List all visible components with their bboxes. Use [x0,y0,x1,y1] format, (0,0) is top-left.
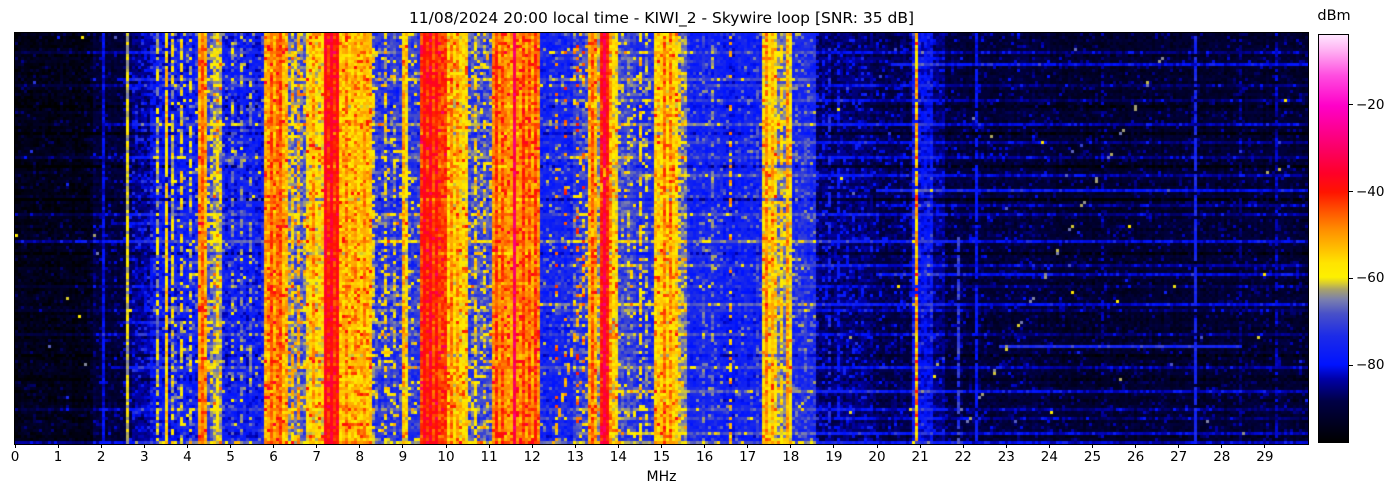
x-tick-label: 26 [1127,449,1145,465]
x-axis: 0 1 2 3 4 5 6 7 8 9 10 11 12 13 14 15 16 17 18 19 20 21 22 23 24… [11,444,1308,484]
x-tick [531,444,533,448]
x-tick-label: 7 [312,449,321,465]
x-tick [488,444,490,448]
x-tick [790,444,792,448]
colorbar-gradient [1319,35,1348,442]
x-tick-label: 17 [739,449,757,465]
colorbar-tick-label: −60 [1356,270,1385,287]
x-tick-label: 12 [523,449,541,465]
x-tick [704,444,706,448]
colorbar-tick [1349,104,1353,106]
x-tick-label: 28 [1213,449,1231,465]
x-tick-label: 0 [10,449,20,465]
x-axis-label: MHz [646,469,677,485]
x-tick [661,444,662,448]
waterfall-plot [14,32,1309,445]
colorbar-ticks: −20 −40 −60 −80 [1349,35,1399,442]
x-tick [316,444,318,448]
x-tick-label: 15 [652,449,671,465]
colorbar-tick [1349,364,1353,366]
x-tick-label: 6 [269,449,278,465]
x-tick [273,444,275,448]
x-tick [962,444,964,448]
x-tick-label: 10 [437,449,455,465]
x-tick [876,444,878,448]
colorbar-tick-label: −20 [1356,96,1385,113]
x-tick-label: 1 [53,449,63,465]
x-tick-label: 24 [1040,449,1058,465]
colorbar-tick-label: −80 [1356,357,1385,374]
x-tick [1135,444,1137,448]
x-tick-label: 9 [398,449,408,465]
x-tick-label: 11 [480,449,498,465]
x-tick-label: 25 [1083,449,1102,465]
colorbar-tick [1349,191,1353,193]
x-tick [1048,444,1050,448]
x-tick-label: 16 [696,449,714,465]
x-tick-label: 13 [566,449,584,465]
x-tick-label: 18 [782,449,800,465]
x-tick-label: 19 [825,449,843,465]
x-tick [186,444,188,448]
x-tick-label: 29 [1256,449,1274,465]
x-tick-label: 4 [183,449,192,465]
colorbar [1318,34,1349,443]
x-tick [1178,444,1180,448]
x-tick [833,444,835,448]
x-tick-label: 2 [96,449,106,465]
x-tick [574,444,576,448]
x-tick [919,444,921,448]
x-tick-label: 5 [226,449,235,465]
x-tick [1092,444,1093,448]
x-tick-label: 3 [140,449,149,465]
x-tick-label: 23 [997,449,1015,465]
x-tick [100,444,102,448]
x-tick-label: 27 [1170,449,1188,465]
x-tick [1005,444,1007,448]
x-tick [230,444,231,448]
x-tick [14,444,16,448]
x-tick-label: 22 [954,449,972,465]
x-tick [617,444,619,448]
x-tick-label: 14 [609,449,627,465]
figure-title: 11/08/2024 20:00 local time - KIWI_2 - S… [408,9,915,27]
x-tick [143,444,145,448]
colorbar-tick [1349,277,1353,279]
x-tick [57,444,59,448]
colorbar-label: dBm [1317,8,1351,24]
x-tick [1221,444,1223,448]
x-tick [359,444,361,448]
x-tick-label: 20 [868,449,886,465]
x-tick-label: 21 [911,449,929,465]
waterfall-canvas [15,33,1308,444]
x-tick-label: 8 [355,449,365,465]
x-tick [1264,444,1266,448]
x-tick [445,444,447,448]
colorbar-tick-label: −40 [1356,183,1385,200]
x-tick [402,444,404,448]
x-tick [747,444,749,448]
